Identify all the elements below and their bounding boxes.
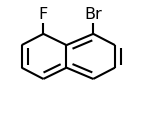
Text: F: F (39, 7, 48, 22)
Text: Br: Br (84, 7, 102, 22)
